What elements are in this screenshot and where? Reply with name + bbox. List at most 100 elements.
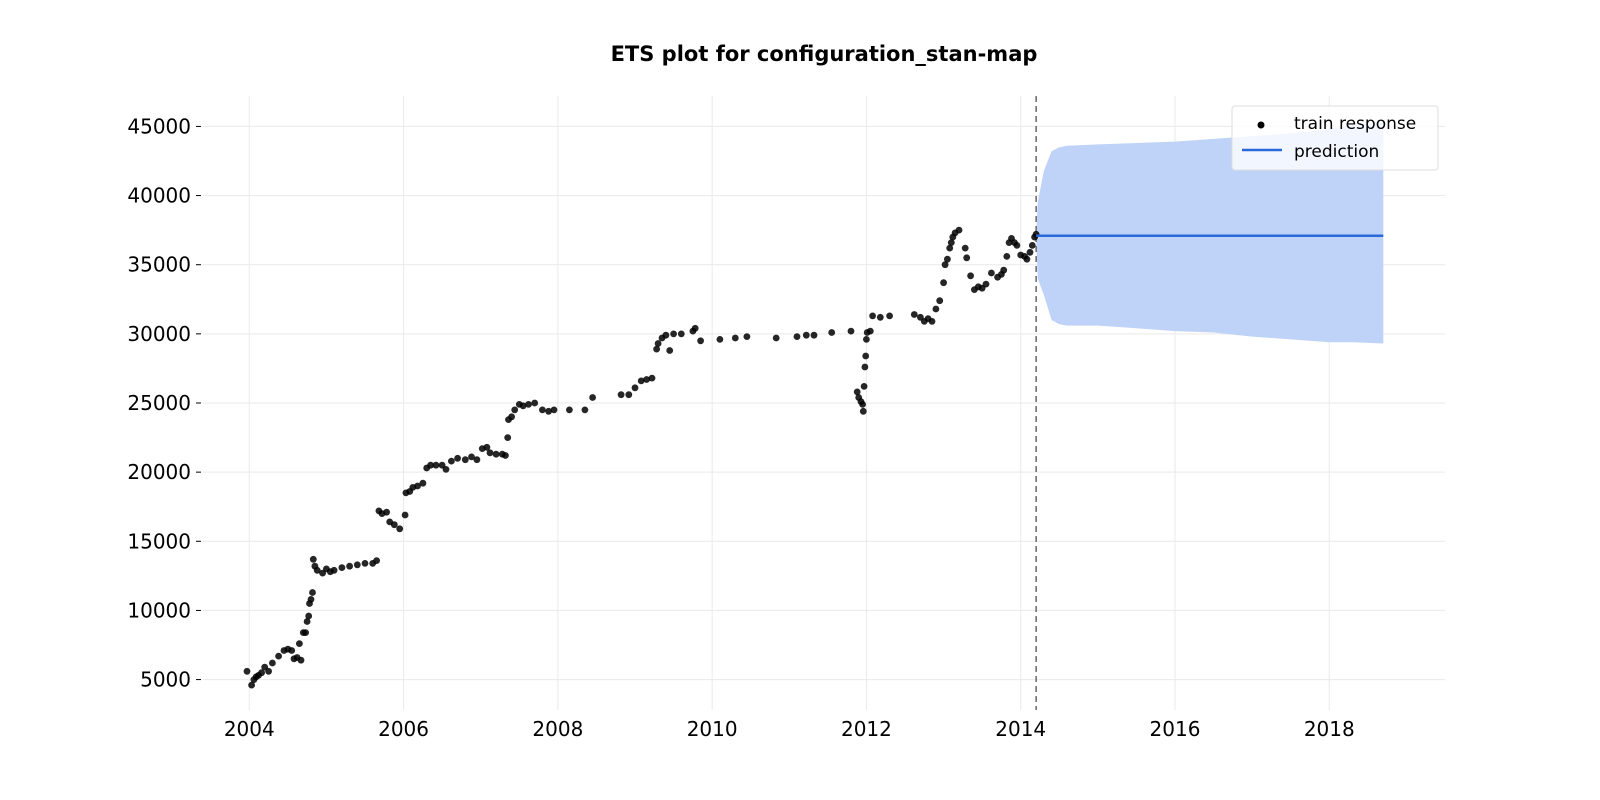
x-tick-label: 2010 [687, 717, 738, 741]
x-axis: 2004 2006 2008 2010 2012 2014 2016 2018 [224, 717, 1355, 741]
y-tick-label: 25000 [127, 391, 191, 415]
train-response-point [617, 391, 625, 399]
train-response-point [876, 313, 884, 321]
train-response-point [468, 453, 475, 461]
y-axis: 5000 10000 15000 20000 25000 30000 35000 40000 4… [127, 114, 201, 692]
train-response-point [743, 333, 751, 340]
train-response-point [697, 337, 704, 345]
train-response-point [1028, 242, 1036, 249]
train-response-point [941, 261, 949, 269]
train-response-point [654, 340, 662, 347]
train-response-point [275, 652, 282, 660]
train-response-point [448, 457, 455, 465]
y-tick-label: 35000 [127, 253, 191, 277]
train-response-point [258, 669, 265, 677]
train-response-point [390, 521, 398, 529]
train-response-point [442, 466, 450, 473]
train-response-point [928, 318, 936, 325]
train-response-point [1000, 266, 1008, 274]
train-response-point [566, 406, 573, 414]
train-response-point [269, 659, 276, 667]
train-response-point [550, 406, 558, 414]
train-response-point [847, 327, 855, 335]
train-response-point [940, 279, 947, 287]
train-response-point [936, 297, 944, 305]
train-response-point [531, 399, 539, 407]
train-response-point [946, 244, 954, 252]
train-response-point [309, 589, 316, 596]
train-response-point [307, 596, 315, 603]
grid [203, 96, 1445, 710]
train-response-point [716, 336, 724, 343]
train-response-point [302, 629, 309, 636]
train-response-point [862, 352, 870, 360]
train-response-point [731, 334, 739, 342]
train-response-point [932, 305, 940, 313]
train-response-point [502, 452, 509, 459]
x-tick-label: 2008 [532, 717, 583, 741]
train-response-point [691, 324, 699, 332]
chart-title: ETS plot for configuration_stan-map [611, 42, 1038, 66]
train-response-point [539, 406, 546, 414]
train-response-point [859, 401, 866, 408]
x-tick-label: 2012 [841, 717, 892, 741]
legend: train response prediction [1231, 105, 1439, 171]
y-tick-label: 45000 [127, 114, 191, 138]
train-response-point [309, 555, 317, 563]
train-response-point [383, 508, 390, 516]
train-response-point [361, 560, 369, 567]
train-response-point [1026, 248, 1034, 256]
train-response-point [863, 336, 870, 343]
train-response-point [346, 562, 353, 570]
train-response-point [625, 391, 633, 399]
train-response-point [1013, 242, 1021, 249]
train-response-point [631, 384, 639, 392]
x-tick-label: 2018 [1304, 717, 1355, 741]
train-response-point [401, 511, 409, 519]
train-response-point [297, 656, 305, 664]
train-response-point [419, 479, 427, 487]
train-response-point [772, 334, 780, 342]
train-response-point [248, 681, 256, 689]
y-tick-label: 20000 [127, 460, 191, 484]
train-response-point [313, 566, 321, 574]
train-response-point [988, 269, 995, 277]
train-response-point [296, 640, 303, 647]
train-response-point [653, 345, 660, 353]
train-response-point [305, 612, 313, 620]
train-response-point [662, 331, 670, 339]
train-response-point [519, 402, 527, 410]
train-response-point [802, 331, 810, 339]
train-response-point [648, 374, 656, 382]
train-response-point [396, 525, 404, 533]
train-response-point [947, 239, 955, 247]
y-tick-label: 5000 [140, 668, 191, 692]
train-response-point [869, 312, 876, 320]
train-response-point [963, 254, 971, 262]
train-response-point [330, 566, 338, 574]
train-response-point [955, 226, 963, 234]
train-response-point [944, 255, 951, 263]
legend-marker-train-response [1257, 121, 1265, 129]
train-response-point [886, 312, 893, 320]
train-response-point [967, 272, 974, 280]
train-response-point [866, 327, 874, 335]
train-response-point [373, 557, 380, 564]
train-response-point [243, 667, 251, 675]
prediction-interval-area [1036, 122, 1384, 344]
train-response-point [861, 363, 869, 371]
train-response-point [810, 331, 818, 339]
train-response-point [432, 461, 440, 469]
train-response-point [427, 461, 434, 469]
train-response-point [461, 456, 469, 464]
train-response-point [666, 347, 674, 354]
train-response-point [486, 449, 494, 457]
x-tick-label: 2016 [1150, 717, 1201, 741]
legend-box [1231, 105, 1439, 171]
train-response-point [853, 388, 861, 396]
train-response-point [414, 482, 421, 490]
train-response-point [859, 407, 867, 415]
train-response-point [961, 244, 969, 252]
train-response-point [589, 394, 596, 401]
